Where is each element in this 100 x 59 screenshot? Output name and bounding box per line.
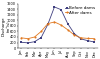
After dams [21, 37, 22, 38]
Before dams [21, 42, 22, 43]
Before dams [74, 33, 75, 34]
Y-axis label: Discharge
(m³/s): Discharge (m³/s) [2, 16, 11, 36]
After dams [94, 38, 95, 39]
After dams [80, 37, 82, 38]
After dams [27, 38, 28, 39]
Line: After dams: After dams [20, 21, 95, 40]
Before dams [47, 24, 48, 25]
Before dams [34, 41, 35, 42]
Before dams [60, 9, 62, 10]
After dams [47, 23, 48, 24]
Legend: Before dams, After dams: Before dams, After dams [65, 6, 96, 15]
Line: Before dams: Before dams [20, 6, 95, 44]
Before dams [87, 40, 88, 41]
Before dams [67, 23, 68, 24]
Before dams [27, 42, 28, 43]
After dams [67, 29, 68, 30]
After dams [41, 31, 42, 32]
After dams [87, 38, 88, 39]
Before dams [41, 37, 42, 38]
